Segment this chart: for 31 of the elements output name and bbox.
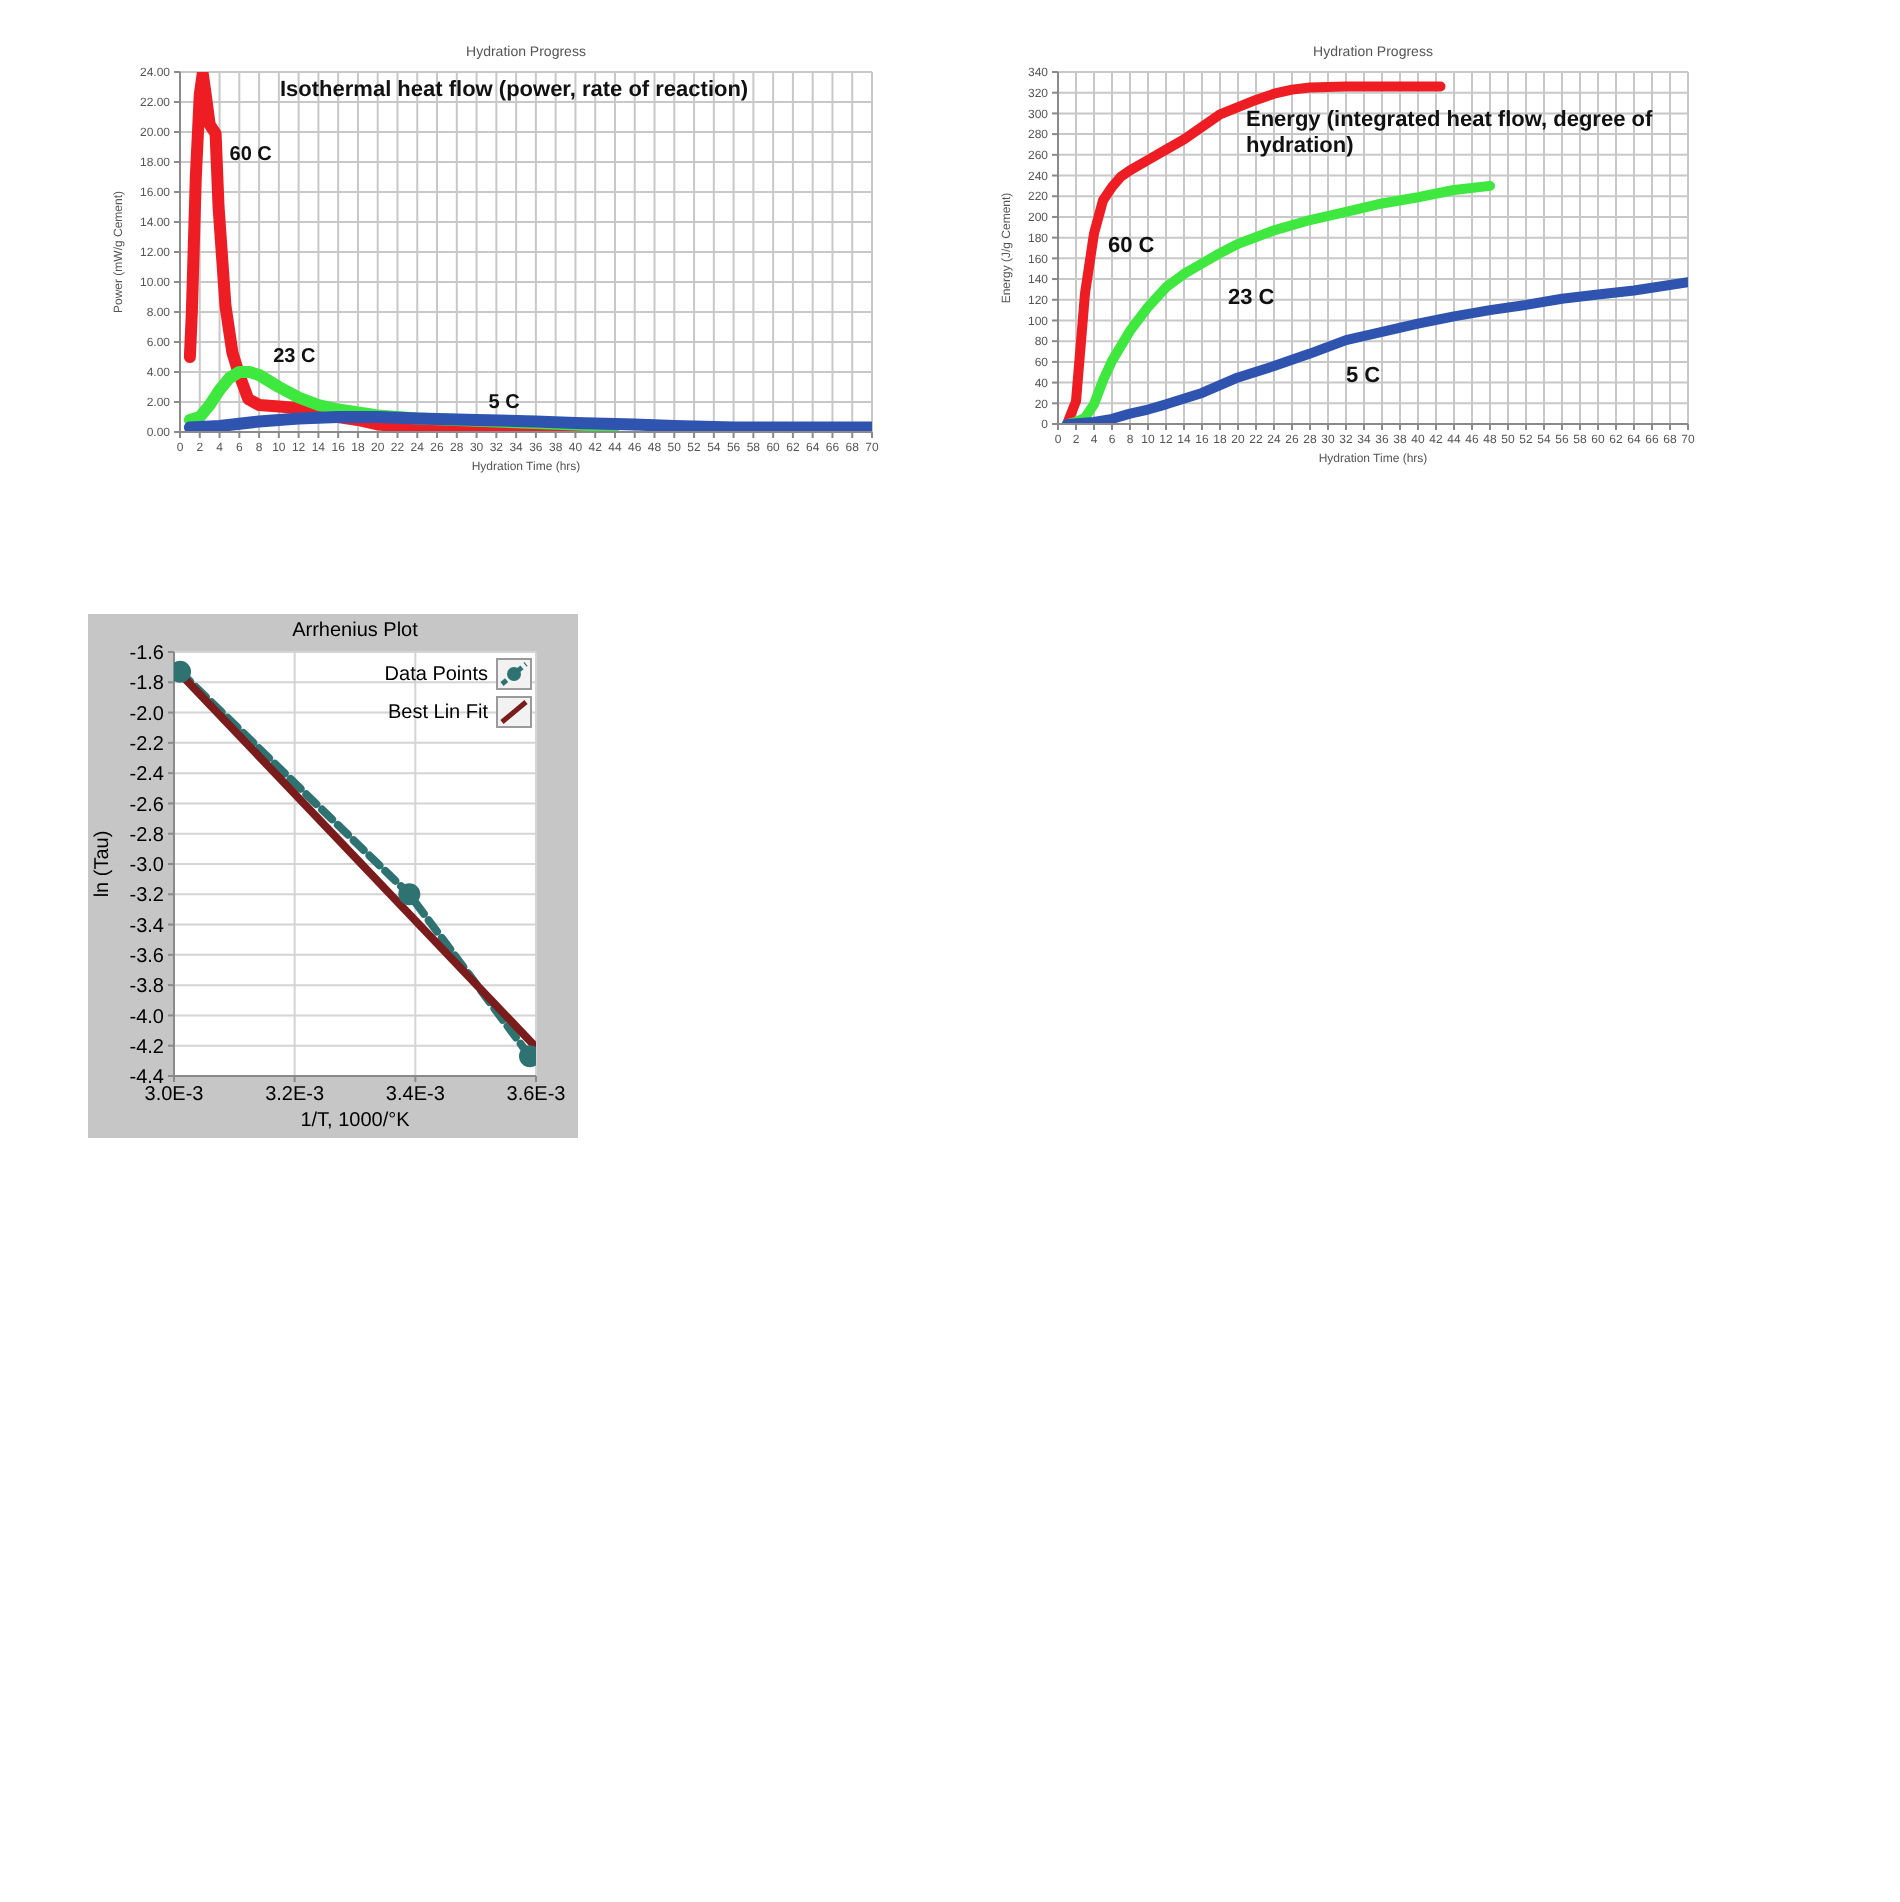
y-tick-label: -3.8 <box>129 976 165 999</box>
y-tick-label: -4.0 <box>129 1006 165 1029</box>
x-axis-title: 1/T, 1000/°K <box>298 1110 412 1132</box>
series-label: 23 C <box>273 346 316 368</box>
y-tick-label: -2.0 <box>129 703 165 726</box>
x-tick-label: 3.0E-3 <box>144 1084 205 1107</box>
annotation: Energy (integrated heat flow, degree of hydration) <box>1244 106 1655 163</box>
y-tick-label: -1.6 <box>129 643 165 666</box>
y-tick-label: -2.6 <box>129 794 165 817</box>
series-label: 60 C <box>229 143 272 166</box>
series-label: 5 C <box>1346 364 1381 389</box>
y-tick-label: -2.2 <box>129 733 165 756</box>
legend-label: Data Points <box>384 663 488 685</box>
series-label: 23 C <box>1228 285 1275 310</box>
series-label: 5 C <box>488 392 520 414</box>
y-tick-label: -2.4 <box>129 764 165 787</box>
x-tick-label: 3.6E-3 <box>506 1084 567 1107</box>
y-tick-label: -1.8 <box>129 673 165 696</box>
y-tick-label: -3.2 <box>129 885 165 908</box>
y-tick-label: -2.8 <box>129 824 165 847</box>
y-tick-label: -4.2 <box>129 1036 165 1059</box>
x-tick-label: 3.4E-3 <box>385 1084 446 1107</box>
y-tick-label: -3.4 <box>129 915 165 938</box>
annotation: Isothermal heat flow (power, rate of reaction) <box>278 76 751 106</box>
y-tick-label: -3.0 <box>129 855 165 878</box>
x-tick-label: 3.2E-3 <box>265 1084 325 1107</box>
series-label: 60 C <box>1108 233 1155 258</box>
y-tick-label: -3.6 <box>129 945 165 968</box>
legend-label: Best Lin Fit <box>387 701 488 723</box>
chart-title: Arrhenius Plot <box>290 620 420 642</box>
y-axis-title: ln (Tau) <box>92 830 114 898</box>
